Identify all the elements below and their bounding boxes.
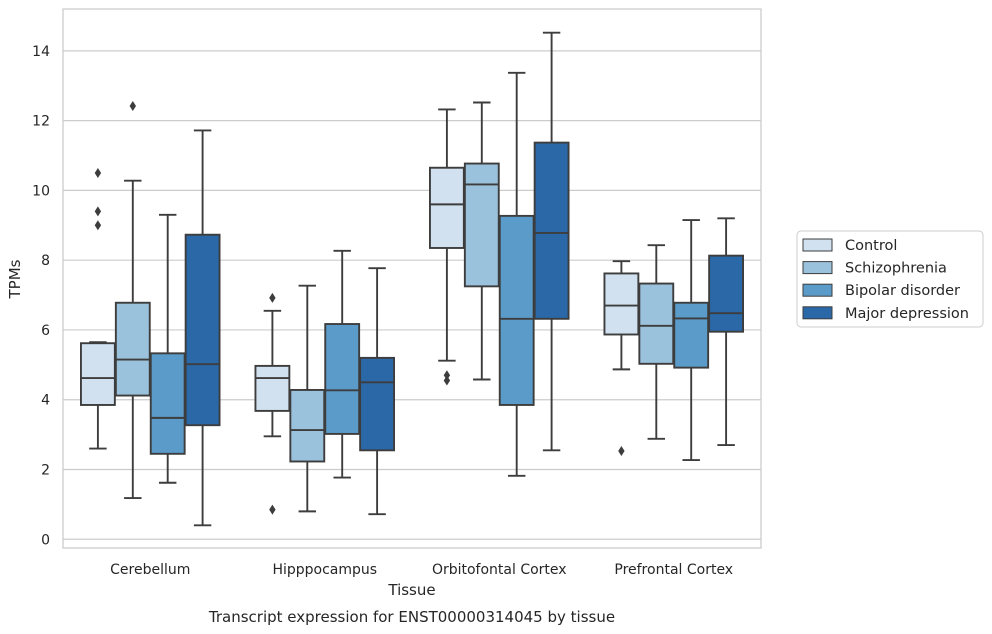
plot-frame <box>62 8 762 549</box>
box-schizophrenia <box>638 244 675 440</box>
box-major-depression <box>708 217 745 447</box>
x-axis-title: Tissue <box>387 581 435 599</box>
boxes <box>79 31 745 527</box>
box-schizophrenia <box>114 100 151 500</box>
outlier-point <box>129 100 136 111</box>
legend-swatch <box>802 261 833 275</box>
x-tick-label: Cerebellum <box>110 562 190 578</box>
y-tick-label: 10 <box>32 183 50 199</box>
y-tick-label: 8 <box>41 253 50 269</box>
outlier-point <box>269 292 276 303</box>
outlier-point <box>618 446 625 457</box>
box-body <box>673 301 710 369</box>
box-bipolar-disorder <box>673 219 710 462</box>
x-tick-label: Orbitofontal Cortex <box>432 562 567 578</box>
box-body <box>498 214 535 406</box>
x-tick-labels: Cerebellum Hipppocampus Orbitofontal Corte… <box>110 562 733 578</box>
box-body <box>114 301 151 397</box>
legend-swatch <box>802 283 833 297</box>
legend-label: Schizophrenia <box>845 261 947 277</box>
legend-swatch <box>802 238 833 252</box>
box-body <box>254 364 291 412</box>
box-body <box>79 342 116 406</box>
legend-label: Bipolar disorder <box>845 283 960 299</box>
legend-label: Major depression <box>845 306 969 322</box>
box-major-depression <box>359 267 395 516</box>
y-tick-label: 2 <box>41 463 50 479</box>
y-tick-label: 6 <box>41 323 50 339</box>
outlier-point <box>443 370 451 381</box>
box-schizophrenia <box>289 284 326 513</box>
box-bipolar-disorder <box>149 213 186 484</box>
outlier-point <box>443 375 451 386</box>
box-body <box>603 272 640 336</box>
y-tick-labels: 0 2 4 6 8 10 12 14 <box>32 44 50 548</box>
box-body <box>289 389 326 463</box>
legend-label: Control <box>845 238 897 254</box>
box-control <box>254 292 291 515</box>
legend-swatch <box>802 306 833 320</box>
box-body <box>184 233 221 427</box>
legend-frame <box>796 230 984 328</box>
y-tick-label: 4 <box>41 393 50 409</box>
box-body <box>149 352 186 455</box>
box-body <box>324 323 361 435</box>
box-body <box>429 166 465 249</box>
box-control <box>603 260 640 457</box>
box-major-depression <box>184 129 221 527</box>
y-tick-label: 14 <box>32 44 50 60</box>
box-schizophrenia <box>463 101 500 381</box>
y-tick-label: 0 <box>41 532 50 548</box>
box-body <box>533 141 570 320</box>
chart-title: Transcript expression for ENST0000031404… <box>208 608 615 626</box>
outlier-point <box>94 167 102 178</box>
box-body <box>708 254 745 333</box>
box-bipolar-disorder <box>324 249 361 479</box>
y-tick-label: 12 <box>32 114 50 130</box>
outlier-point <box>269 504 276 515</box>
outlier-point <box>94 220 102 231</box>
box-bipolar-disorder <box>498 71 535 477</box>
box-body <box>359 356 395 452</box>
box-body <box>463 162 500 288</box>
box-control <box>429 108 465 386</box>
box-major-depression <box>533 31 570 452</box>
x-tick-label: Hipppocampus <box>272 562 377 578</box>
legend: Control Schizophrenia Bipolar disorder Majo… <box>796 230 984 328</box>
outlier-point <box>94 206 102 217</box>
x-tick-label: Prefrontal Cortex <box>614 562 733 578</box>
y-axis-title: TPMs <box>6 259 24 299</box>
box-body <box>638 282 675 365</box>
box-control <box>79 167 116 450</box>
